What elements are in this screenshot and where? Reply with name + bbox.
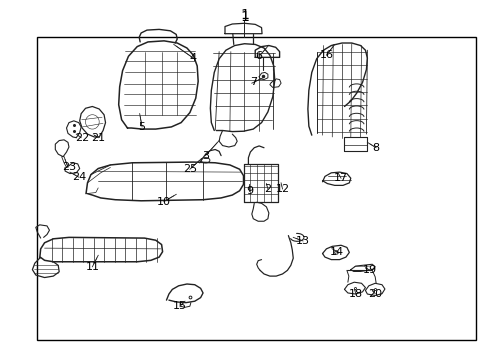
Text: 13: 13 xyxy=(295,236,309,246)
Text: 25: 25 xyxy=(183,164,197,174)
Text: 22: 22 xyxy=(75,133,90,143)
Text: 10: 10 xyxy=(157,197,171,207)
Text: 21: 21 xyxy=(91,133,105,143)
Text: 17: 17 xyxy=(333,173,347,183)
Text: 6: 6 xyxy=(255,51,262,61)
Text: 16: 16 xyxy=(319,50,333,60)
Text: 9: 9 xyxy=(245,186,252,196)
Text: 15: 15 xyxy=(173,301,187,311)
Text: 7: 7 xyxy=(249,77,256,87)
Text: 12: 12 xyxy=(275,184,289,194)
Text: 1: 1 xyxy=(240,10,248,24)
Text: 23: 23 xyxy=(62,162,76,172)
Text: 20: 20 xyxy=(367,289,382,299)
Text: 8: 8 xyxy=(372,143,379,153)
Text: 14: 14 xyxy=(329,247,344,257)
Text: 11: 11 xyxy=(85,262,99,272)
Bar xyxy=(37,37,475,339)
Text: 4: 4 xyxy=(189,53,197,63)
Text: 3: 3 xyxy=(202,150,208,161)
Text: 18: 18 xyxy=(348,289,362,299)
Text: 2: 2 xyxy=(264,184,271,194)
Text: 24: 24 xyxy=(72,172,87,182)
Text: 19: 19 xyxy=(363,265,377,275)
Text: 5: 5 xyxy=(138,122,145,132)
Text: 1: 1 xyxy=(240,8,248,22)
